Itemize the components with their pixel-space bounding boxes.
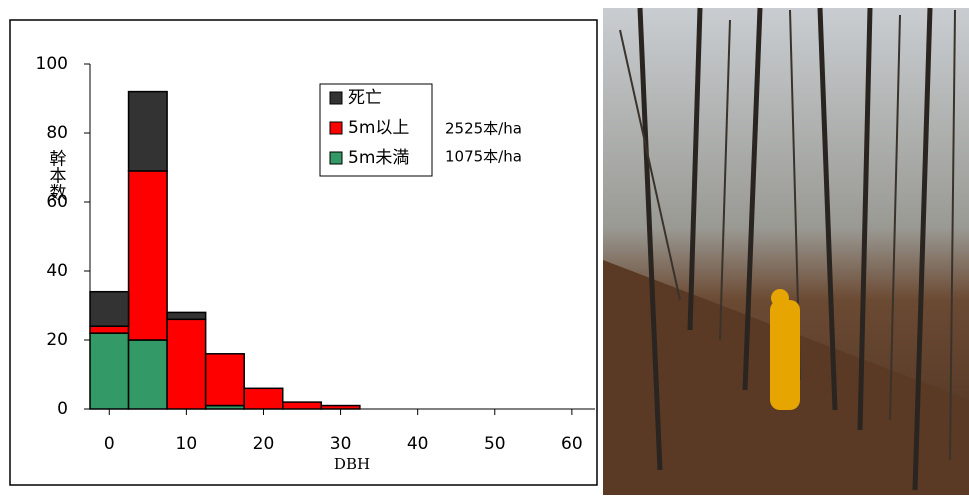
legend-label: 5m以上 bbox=[348, 118, 409, 138]
bar-segment bbox=[89, 332, 130, 410]
y-tick-label: 20 bbox=[46, 330, 68, 350]
y-tick-label: 60 bbox=[46, 192, 68, 212]
x-tick-label: 50 bbox=[484, 434, 506, 454]
legend-swatch bbox=[329, 121, 343, 135]
bar-segment bbox=[89, 325, 130, 334]
bar-segment bbox=[166, 318, 207, 410]
legend-swatch bbox=[329, 151, 343, 165]
bar-segment bbox=[243, 387, 284, 410]
y-tick-label: 80 bbox=[46, 123, 68, 143]
x-tick-label: 0 bbox=[104, 434, 115, 454]
x-tick-label: 10 bbox=[176, 434, 198, 454]
x-tick-label: 40 bbox=[407, 434, 429, 454]
x-axis-title: DBH bbox=[334, 455, 370, 473]
annotation: 2525本/ha bbox=[445, 120, 522, 138]
bar-segment bbox=[127, 339, 168, 410]
legend-label: 5m未満 bbox=[348, 148, 409, 168]
bar-segment bbox=[127, 90, 168, 172]
bar-segment bbox=[127, 170, 168, 341]
y-tick-label: 100 bbox=[36, 54, 68, 74]
y-axis-title: 幹本数 bbox=[46, 148, 67, 200]
legend-label: 死亡 bbox=[348, 88, 382, 108]
y-tick-label: 0 bbox=[57, 399, 68, 419]
annotation: 1075本/ha bbox=[445, 148, 522, 166]
photo bbox=[603, 7, 969, 495]
bar-segment bbox=[89, 290, 130, 327]
y-tick-label: 40 bbox=[46, 261, 68, 281]
legend-swatch bbox=[329, 91, 343, 105]
x-tick-label: 60 bbox=[561, 434, 583, 454]
bar-segment bbox=[281, 401, 323, 410]
bar-segment bbox=[204, 353, 245, 407]
x-tick-label: 20 bbox=[253, 434, 275, 454]
bar-segment bbox=[166, 311, 207, 321]
bar-segment bbox=[320, 404, 361, 410]
chart-frame bbox=[9, 19, 598, 486]
x-tick-label: 30 bbox=[330, 434, 352, 454]
